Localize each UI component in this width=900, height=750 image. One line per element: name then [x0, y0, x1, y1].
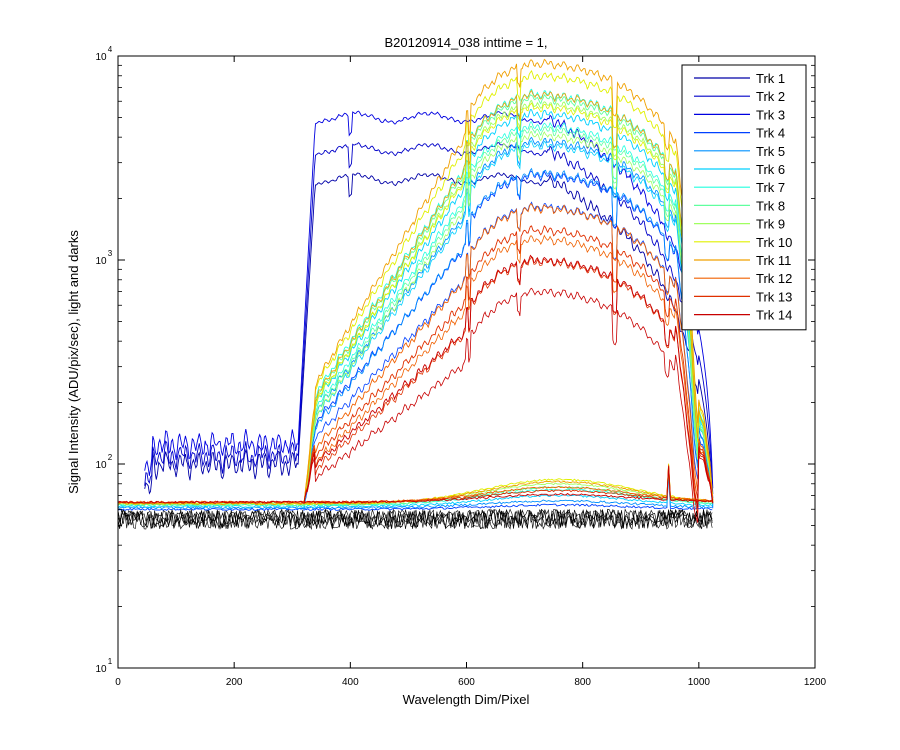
legend-item: Trk 9 — [694, 217, 785, 232]
series-line-14 — [303, 254, 714, 509]
y-tick-label: 10 — [95, 52, 107, 63]
series-line-3 — [144, 110, 714, 489]
series-line-13 — [303, 225, 714, 504]
series-line-secondary-14 — [303, 287, 714, 523]
y-tick-exponent: 3 — [108, 249, 113, 258]
x-tick-label: 1200 — [804, 677, 827, 688]
legend-item: Trk 1 — [694, 71, 785, 86]
legend-label: Trk 3 — [756, 107, 785, 122]
legend-item: Trk 12 — [694, 271, 792, 286]
y-tick-exponent: 2 — [108, 453, 113, 462]
legend-label: Trk 7 — [756, 180, 785, 195]
darks-line — [118, 508, 713, 530]
series-line-8 — [303, 94, 714, 505]
series-line-11 — [303, 58, 714, 505]
legend-label: Trk 2 — [756, 89, 785, 104]
legend-item: Trk 6 — [694, 162, 785, 177]
series-dark-line-5 — [118, 471, 713, 510]
legend-item: Trk 8 — [694, 198, 785, 213]
legend-item: Trk 7 — [694, 180, 785, 195]
legend-label: Trk 14 — [756, 308, 792, 323]
legend-item: Trk 5 — [694, 144, 785, 159]
series-line-secondary-11 — [303, 89, 714, 504]
x-tick-label: 400 — [342, 677, 359, 688]
series-3 — [144, 110, 714, 489]
legend-label: Trk 10 — [756, 235, 792, 250]
legend-item: Trk 10 — [694, 235, 792, 250]
chart-title: B20120914_038 inttime = 1, — [385, 35, 548, 50]
x-axis: 0 200 400 600 800 1000 1200 — [115, 56, 827, 688]
legend: Trk 1 Trk 2 Trk 3 Trk 4 Trk 5 Trk 6 Trk 7 Trk 8… — [681, 64, 807, 331]
series-14 — [118, 254, 714, 523]
series-line-6 — [303, 108, 714, 508]
series-line-10 — [303, 69, 714, 504]
legend-label: Trk 13 — [756, 289, 792, 304]
x-tick-label: 1000 — [688, 677, 711, 688]
series-2 — [144, 141, 714, 495]
series-dark-line-4 — [118, 472, 713, 511]
legend-box — [681, 64, 807, 331]
legend-item: Trk 2 — [694, 89, 785, 104]
legend-label: Trk 9 — [756, 217, 785, 232]
x-tick-label: 200 — [226, 677, 243, 688]
x-tick-label: 0 — [115, 677, 121, 688]
series-line-secondary-9 — [303, 131, 714, 504]
x-tick-label: 800 — [574, 677, 591, 688]
series-dark-line-14 — [118, 466, 713, 504]
series-line-secondary-8 — [303, 125, 714, 505]
y-tick-exponent: 4 — [108, 45, 113, 54]
legend-label: Trk 12 — [756, 271, 792, 286]
series-line-secondary-12 — [303, 234, 714, 506]
y-tick-exponent: 1 — [108, 657, 113, 666]
legend-item: Trk 13 — [694, 289, 792, 304]
y-tick-label: 10 — [95, 256, 107, 267]
legend-label: Trk 5 — [756, 144, 785, 159]
y-axis-label: Signal Intensity (ADU/pix/sec), light an… — [66, 230, 81, 494]
legend-label: Trk 4 — [756, 126, 785, 141]
series-line-5 — [303, 136, 714, 509]
legend-label: Trk 6 — [756, 162, 785, 177]
series-line-secondary-5 — [303, 167, 714, 508]
series-dark-line-6 — [118, 469, 713, 509]
series-line-secondary-6 — [303, 140, 714, 508]
series-line-12 — [303, 203, 714, 504]
series-line-secondary-10 — [303, 102, 714, 504]
darks-line — [118, 508, 713, 530]
x-tick-label: 600 — [458, 677, 475, 688]
x-axis-label: Wavelength Dim/Pixel — [403, 692, 530, 707]
series-6 — [118, 108, 714, 509]
darks-line — [118, 508, 713, 530]
legend-item: Trk 4 — [694, 126, 785, 141]
series-line-secondary-7 — [303, 121, 714, 505]
legend-item: Trk 11 — [694, 253, 791, 268]
legend-item: Trk 14 — [694, 308, 792, 323]
series-line-2 — [144, 141, 714, 495]
legend-label: Trk 8 — [756, 198, 785, 213]
legend-item: Trk 3 — [694, 107, 785, 122]
series-5 — [118, 136, 714, 510]
legend-label: Trk 1 — [756, 71, 785, 86]
legend-label: Trk 11 — [756, 253, 791, 268]
y-tick-label: 10 — [95, 664, 107, 675]
y-tick-label: 10 — [95, 460, 107, 471]
series-layer — [118, 58, 714, 530]
